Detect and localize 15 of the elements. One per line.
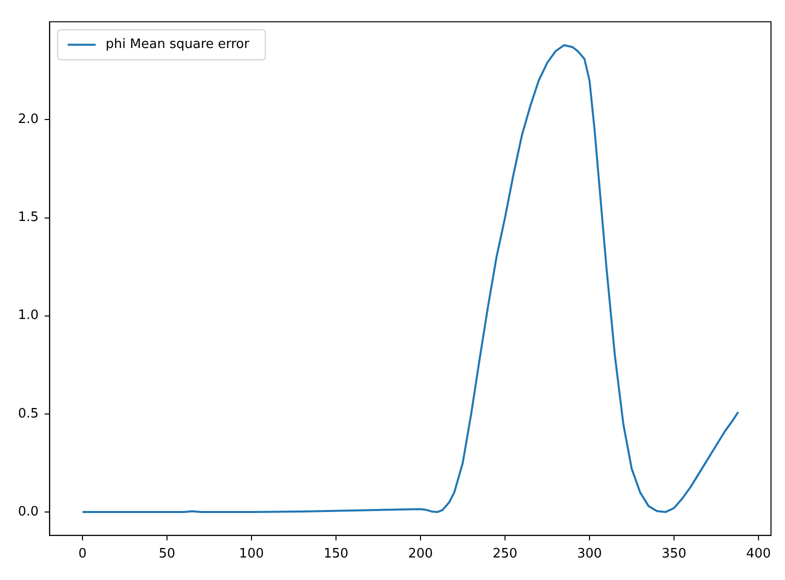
y-tick-label: 0.5 (18, 406, 39, 422)
legend-label: phi Mean square error (106, 37, 250, 52)
x-tick-label: 250 (492, 546, 518, 562)
y-tick-label: 2.0 (18, 112, 39, 128)
x-tick-label: 0 (78, 546, 87, 562)
y-tick-label: 0.0 (18, 504, 39, 520)
x-tick-label: 150 (324, 546, 348, 562)
x-tick-label: 350 (662, 546, 686, 562)
x-tick-label: 50 (158, 546, 176, 562)
x-tick-label: 400 (746, 546, 771, 562)
x-tick-label: 100 (239, 546, 264, 562)
y-tick-label: 1.0 (18, 308, 39, 324)
y-tick-label: 1.5 (18, 210, 39, 226)
x-tick-label: 300 (577, 546, 602, 562)
x-tick-label: 200 (408, 546, 433, 562)
